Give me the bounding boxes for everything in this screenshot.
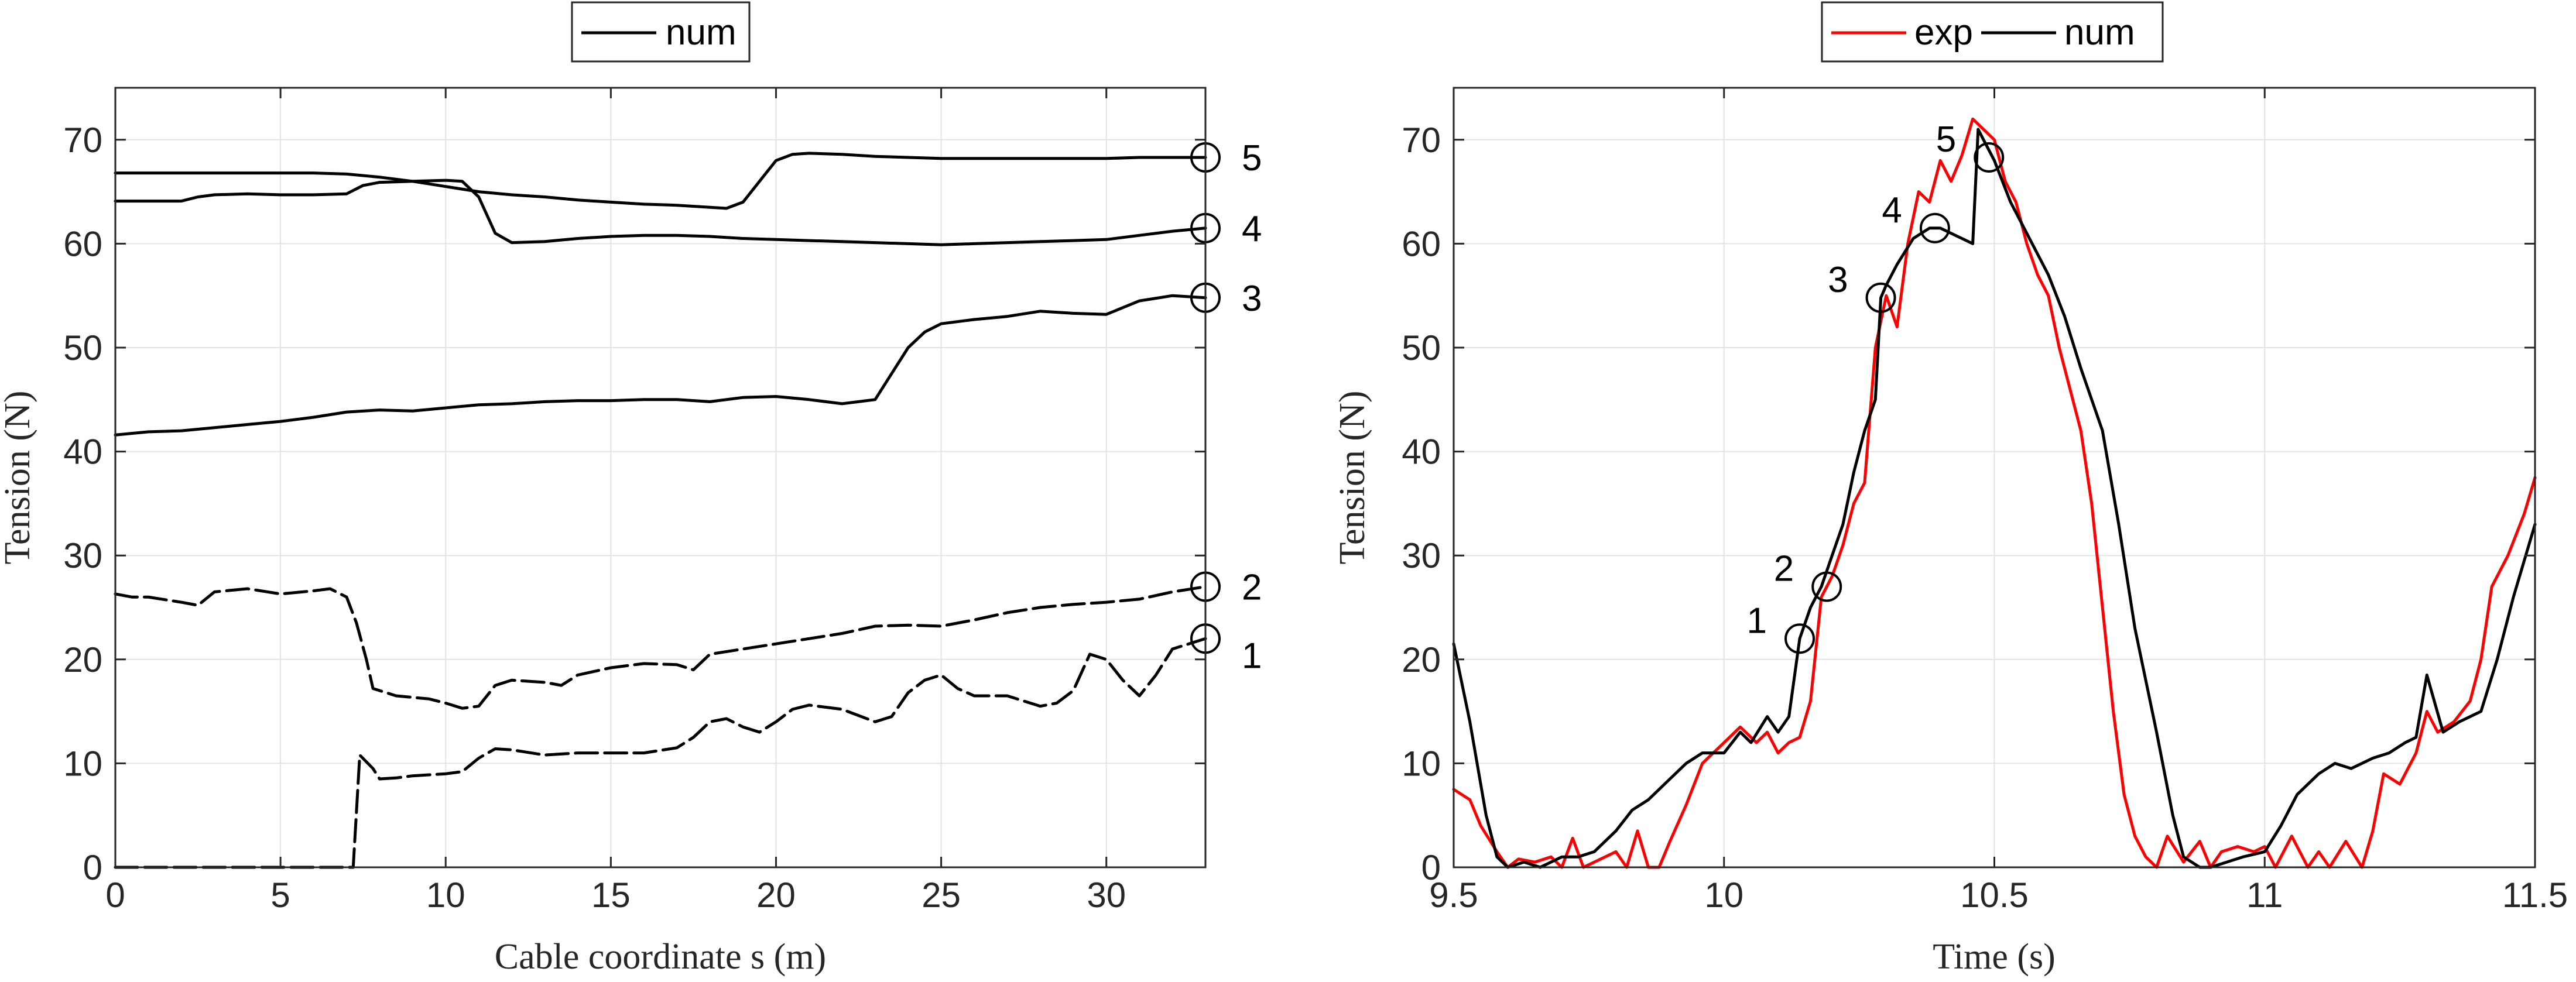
- left-marker-label-5: 5: [1242, 138, 1262, 178]
- left-x-axis-label: Cable coordinate s (m): [495, 937, 826, 977]
- left-x-tick-label: 25: [922, 875, 961, 915]
- left-markers-group: 1 2 3 4 5: [1190, 138, 1262, 676]
- left-plot-frame: [114, 87, 1207, 868]
- left-grid: [115, 88, 1205, 868]
- right-legend-label-exp: exp: [1914, 12, 1973, 53]
- left-x-tick-label: 30: [1087, 875, 1126, 915]
- right-series-line-exp: [1452, 117, 2537, 869]
- right-x-tick-label: 11: [2246, 875, 2283, 915]
- right-marker-circle-1: [1784, 623, 1815, 654]
- right-marker-label-2: 2: [1774, 548, 1794, 589]
- right-marker-label-1: 1: [1747, 600, 1767, 641]
- left-series-line-snapshot-5: [114, 152, 1207, 210]
- left-series-line-snapshot-2: [114, 585, 1207, 710]
- right-chart-panel: 12 345 9.5 10 10.5 11 11.5 0 10 20 30 40 50 60 70 Ti…: [1332, 1, 2568, 977]
- right-series-group: [1452, 117, 2537, 869]
- left-chart-panel: 1 2 3 4 5 0 5 10 15 20 25 30 0 10 20 30 40 50 60 70 Cable…: [0, 1, 1262, 977]
- left-x-tick-label: 10: [426, 875, 465, 915]
- left-y-tick-label: 10: [63, 744, 102, 783]
- right-x-tick-label: 9.5: [1429, 875, 1478, 915]
- left-x-tick-label: 5: [270, 875, 290, 915]
- left-x-tick-labels: 0 5 10 15 20 25 30: [105, 88, 1126, 915]
- left-x-tick-label: 0: [105, 875, 125, 915]
- right-y-tick-label: 30: [1402, 536, 1441, 575]
- right-legend: exp num: [1821, 1, 2164, 63]
- left-y-tick-label: 70: [63, 121, 102, 160]
- left-y-tick-label: 40: [63, 432, 102, 472]
- right-y-tick-labels: 0 10 20 30 40 50 60 70: [1402, 121, 2535, 887]
- left-series-line-snapshot-4: [114, 178, 1207, 246]
- right-marker-label-4: 4: [1882, 190, 1902, 231]
- right-marker-label-5: 5: [1936, 119, 1956, 160]
- right-y-tick-label: 40: [1402, 432, 1441, 472]
- right-y-axis-label: Tension (N): [1332, 391, 1372, 565]
- left-y-tick-label: 20: [63, 640, 102, 679]
- right-marker-circle-2: [1811, 571, 1842, 602]
- right-y-tick-label: 10: [1402, 744, 1441, 783]
- right-series-line-num: [1452, 128, 2537, 869]
- left-x-tick-label: 20: [756, 875, 796, 915]
- left-marker-label-3: 3: [1242, 279, 1262, 319]
- right-y-tick-label: 20: [1402, 640, 1441, 679]
- right-y-tick-label: 50: [1402, 328, 1441, 368]
- right-marker-circle-4: [1919, 212, 1950, 243]
- right-legend-label-num: num: [2064, 12, 2135, 53]
- left-y-tick-label: 50: [63, 328, 102, 368]
- right-y-tick-label: 0: [1421, 848, 1441, 887]
- left-y-axis-label: Tension (N): [0, 391, 37, 565]
- right-marker-label-3: 3: [1828, 260, 1848, 300]
- right-marker-circle-3: [1865, 282, 1896, 313]
- right-y-tick-label: 70: [1402, 121, 1441, 160]
- left-marker-label-2: 2: [1242, 567, 1262, 607]
- left-legend-label-num: num: [666, 12, 737, 53]
- left-legend: num: [571, 1, 751, 63]
- left-series-line-snapshot-1: [114, 637, 1207, 869]
- right-y-tick-label: 60: [1402, 224, 1441, 263]
- left-y-tick-label: 30: [63, 536, 102, 575]
- left-x-tick-label: 15: [591, 875, 631, 915]
- right-marker-circle-5: [1974, 142, 2005, 173]
- left-marker-label-4: 4: [1242, 209, 1262, 249]
- right-x-tick-labels: 9.5 10 10.5 11 11.5: [1429, 88, 2568, 915]
- left-y-tick-label: 0: [83, 848, 102, 887]
- right-plot-frame: [1453, 87, 2536, 868]
- right-x-tick-label: 10: [1704, 875, 1743, 915]
- right-x-tick-label: 11.5: [2502, 875, 2568, 915]
- left-series-group: [114, 152, 1207, 869]
- left-series-line-snapshot-3: [114, 294, 1207, 437]
- left-y-tick-labels: 0 10 20 30 40 50 60 70: [63, 121, 1205, 887]
- right-markers-group: 12 345: [1747, 119, 2005, 654]
- left-y-tick-label: 60: [63, 224, 102, 263]
- right-x-tick-label: 10.5: [1960, 875, 2029, 915]
- right-x-axis-label: Time (s): [1933, 937, 2056, 977]
- left-marker-label-1: 1: [1242, 636, 1262, 676]
